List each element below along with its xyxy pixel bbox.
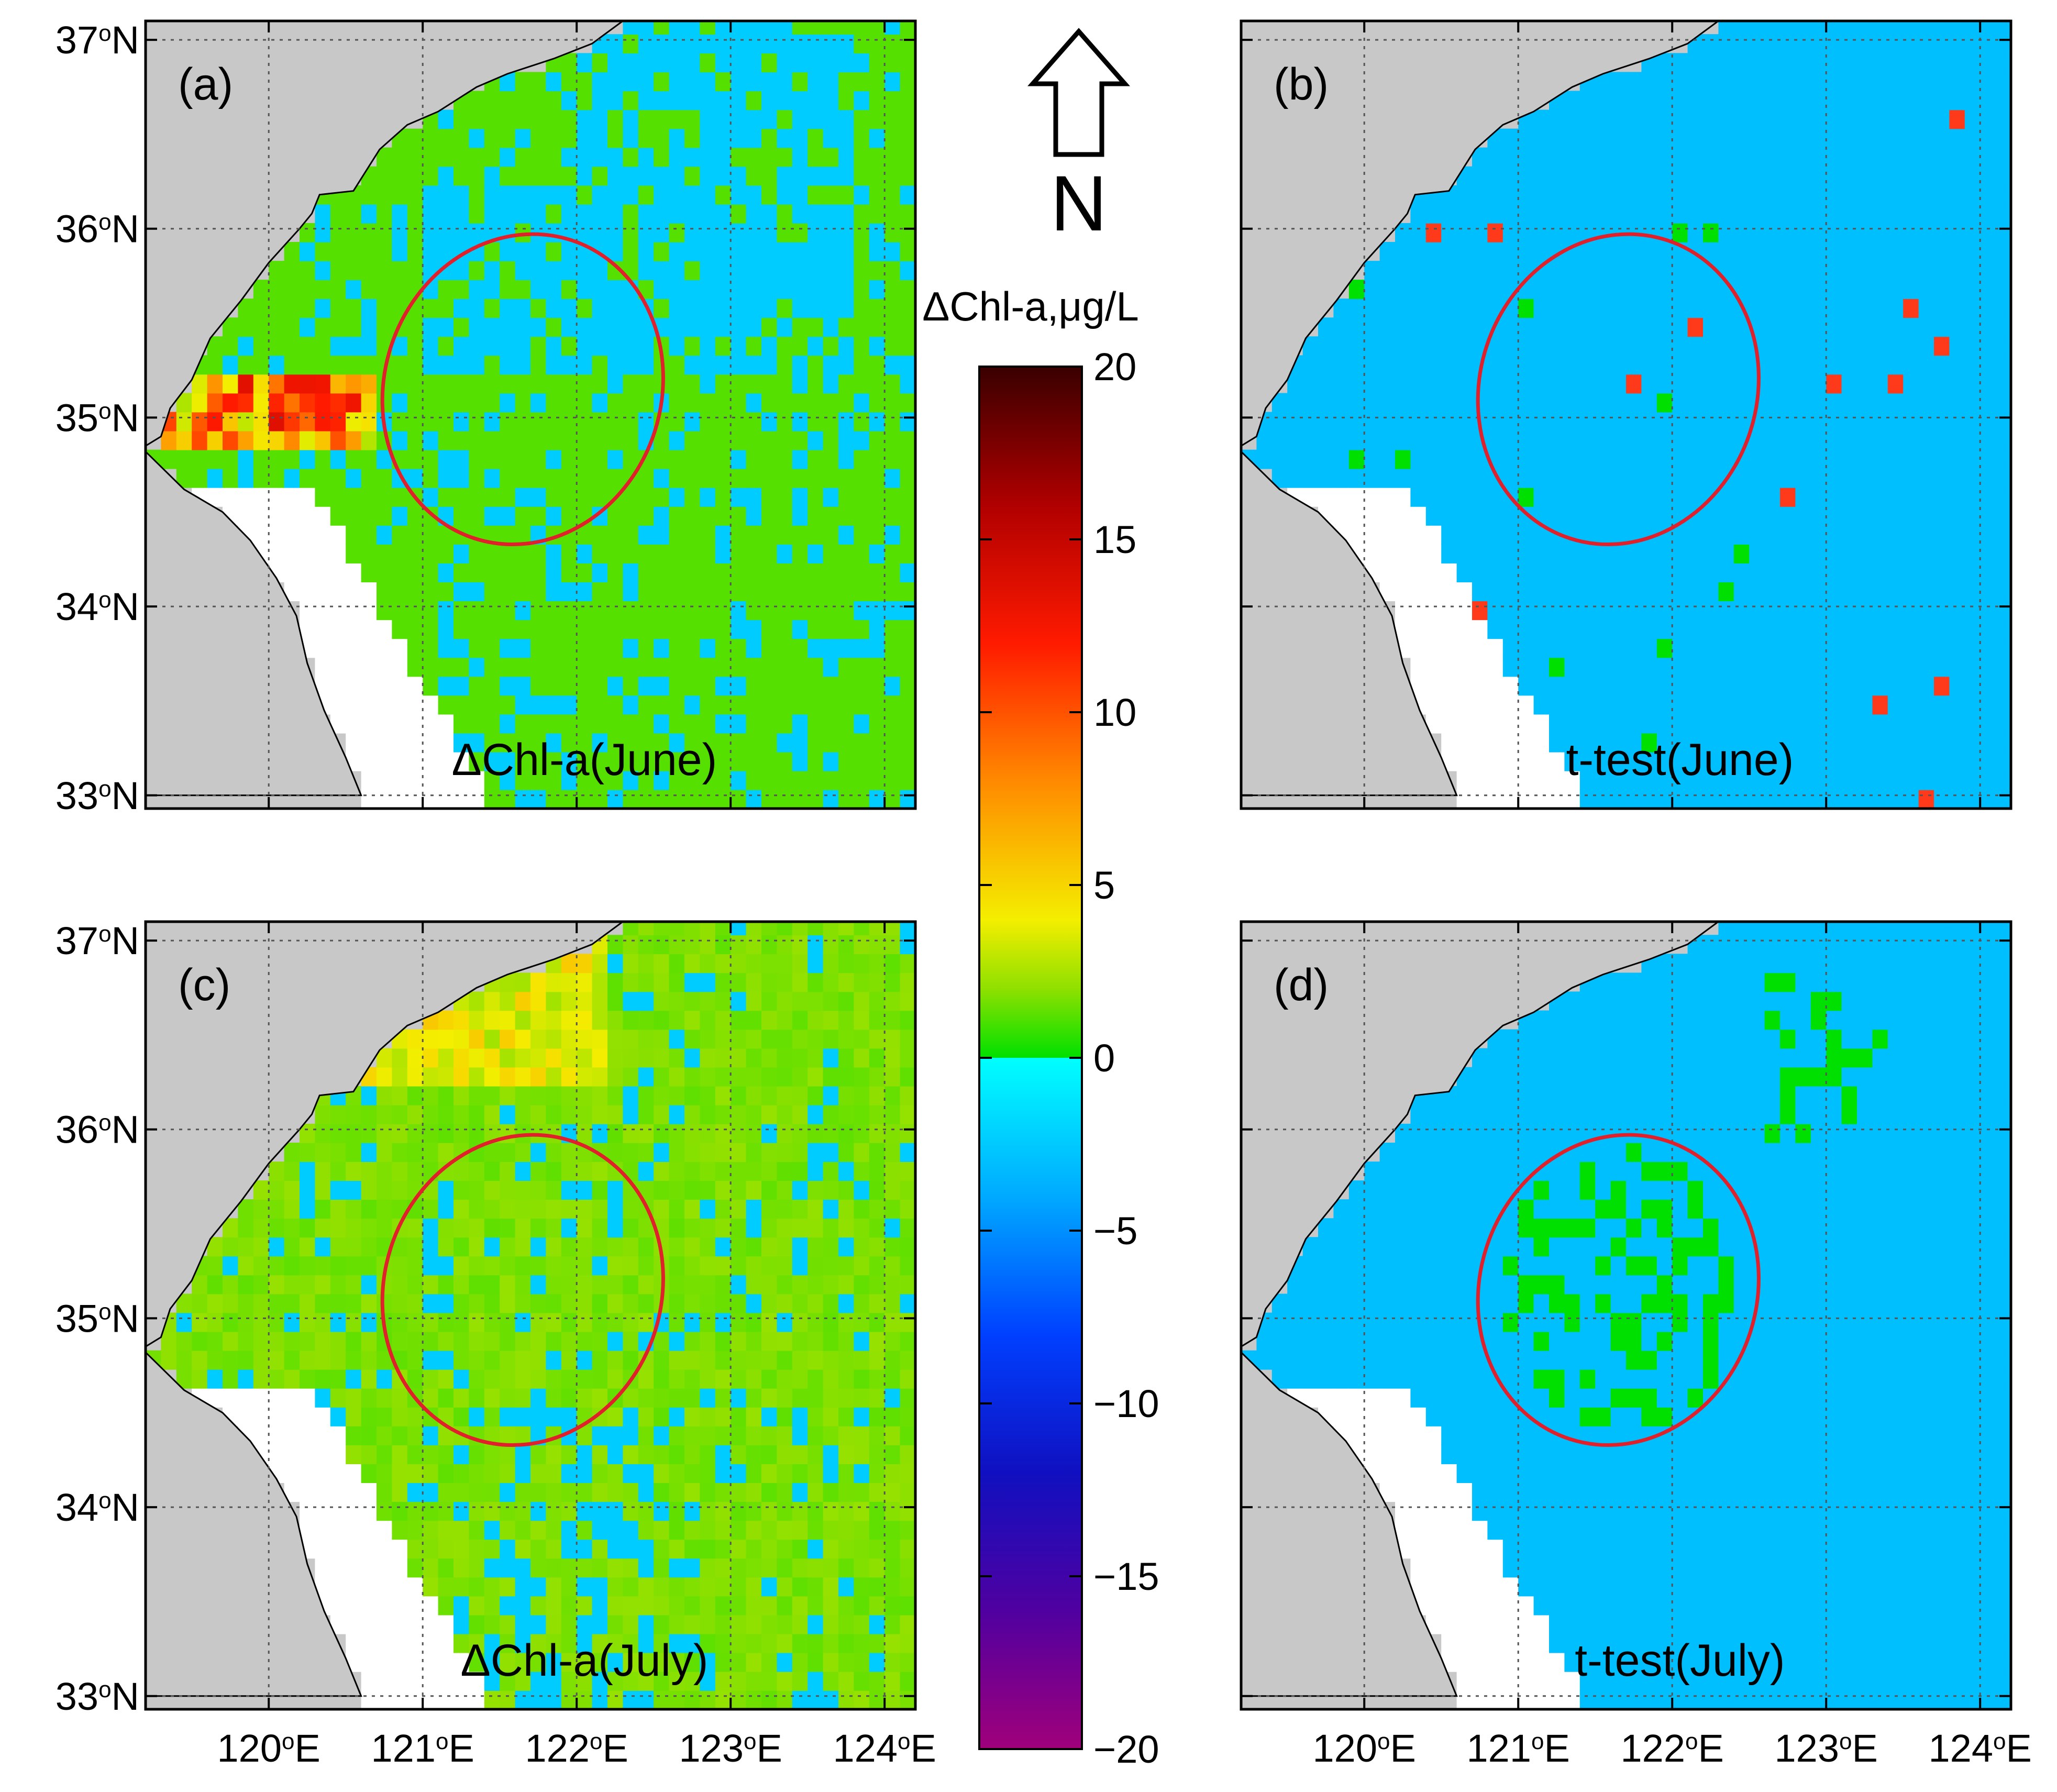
lat-tick-label: 35oN — [56, 396, 139, 439]
colorbar-ticks: 20 15 10 5 0 −5 −10 −15 −20 — [979, 345, 1159, 1771]
colorbar-tick-label: 20 — [1093, 345, 1136, 389]
panel-c-pixels — [146, 922, 915, 1709]
lat-tick-label: 35oN — [56, 1297, 139, 1340]
lon-tick-label: 123oE — [679, 1727, 782, 1770]
panel-c-study-ellipse — [380, 1133, 665, 1447]
colorbar-tick-label: −10 — [1093, 1382, 1159, 1425]
lon-tick-label: 120oE — [217, 1727, 320, 1770]
panel-a-coastline-south — [146, 450, 362, 797]
lat-tick-label: 34oN — [56, 1486, 139, 1529]
panel-a-letter: (a) — [178, 59, 233, 109]
lat-tick-label: 37oN — [56, 919, 139, 963]
colorbar-tick-label: 5 — [1093, 864, 1115, 907]
panel-a-frame — [144, 19, 917, 810]
panel-b-map: (b) t-test(June) — [1240, 19, 2012, 810]
panel-a-map: (a) ΔChl-a(June) 37oN 36oN 35oN 34oN 33oN — [56, 18, 917, 817]
lat-tick-label: 36oN — [56, 1108, 139, 1152]
panel-d-letter: (d) — [1274, 960, 1329, 1010]
panel-b-study-ellipse — [1476, 232, 1761, 547]
lon-tick-label: 122oE — [1621, 1727, 1724, 1770]
panel-a-study-ellipse — [380, 232, 665, 547]
lat-tick-label: 37oN — [56, 18, 139, 62]
panel-d-coastline-north — [1241, 922, 1720, 1696]
panel-c-title: ΔChl-a(July) — [460, 1635, 708, 1686]
panel-c-letter: (c) — [178, 960, 230, 1010]
colorbar-tick-label: −20 — [1093, 1728, 1159, 1771]
lon-tick-label: 120oE — [1313, 1727, 1416, 1770]
colorbar: ΔChl-a,μg/L 20 15 10 5 0 −5 −10 −15 −20 — [922, 283, 1159, 1771]
panel-b-pixels — [1241, 21, 2011, 809]
panel-a-title: ΔChl-a(June) — [452, 735, 717, 785]
panel-a-coastline-north — [146, 21, 624, 795]
panel-c-coastline-south — [146, 1351, 362, 1697]
panel-d-coastline-south — [1241, 1351, 1458, 1697]
north-arrow-icon — [1027, 28, 1130, 157]
colorbar-title: ΔChl-a,μg/L — [922, 283, 1139, 329]
lon-tick-label: 121oE — [371, 1727, 474, 1770]
panel-b-coastline-north — [1241, 21, 1720, 795]
lon-tick-label: 124oE — [833, 1727, 936, 1770]
lon-tick-label: 121oE — [1467, 1727, 1570, 1770]
panel-b-frame — [1240, 19, 2012, 810]
north-arrow: N — [1027, 28, 1130, 247]
lon-tick-label: 124oE — [1929, 1727, 2032, 1770]
lat-tick-label: 34oN — [56, 585, 139, 628]
panel-d-frame — [1240, 920, 2012, 1711]
lat-tick-label: 33oN — [56, 1675, 139, 1718]
panel-d-map: (d) t-test(July) 120oE 121oE 122oE 123oE 124oE — [1240, 920, 2032, 1770]
panel-d-study-ellipse — [1476, 1133, 1761, 1447]
panel-c-coastline-north — [146, 922, 624, 1696]
panel-d-title: t-test(July) — [1575, 1635, 1785, 1686]
colorbar-tick-label: −5 — [1093, 1209, 1137, 1253]
panel-d-pixels — [1241, 922, 2011, 1709]
panel-b-coastline-south — [1241, 450, 1458, 797]
lat-tick-label: 36oN — [56, 207, 139, 251]
colorbar-ramp — [978, 366, 1083, 1750]
north-arrow-label: N — [1050, 159, 1107, 247]
panel-c-frame — [144, 920, 917, 1711]
lon-tick-label: 122oE — [525, 1727, 628, 1770]
lon-tick-label: 123oE — [1775, 1727, 1878, 1770]
panel-b-letter: (b) — [1274, 59, 1329, 109]
colorbar-tick-label: 10 — [1093, 691, 1136, 734]
panel-c-map: (c) ΔChl-a(July) 37oN 36oN 35oN 34oN 33oN 120oE… — [56, 919, 936, 1770]
colorbar-tick-label: 0 — [1093, 1036, 1115, 1080]
panel-a-pixels — [146, 21, 915, 809]
lat-tick-label: 33oN — [56, 774, 139, 817]
colorbar-tick-label: −15 — [1093, 1555, 1159, 1598]
panel-b-title: t-test(June) — [1566, 735, 1794, 785]
colorbar-tick-label: 15 — [1093, 518, 1136, 561]
